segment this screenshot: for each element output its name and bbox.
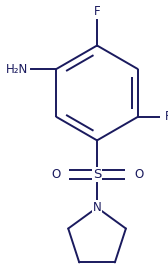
Text: O: O xyxy=(51,168,60,181)
Text: F: F xyxy=(94,5,100,19)
Text: F: F xyxy=(165,110,168,123)
Text: H₂N: H₂N xyxy=(6,63,28,76)
Text: S: S xyxy=(93,168,101,181)
Text: N: N xyxy=(93,201,101,214)
Text: O: O xyxy=(134,168,143,181)
